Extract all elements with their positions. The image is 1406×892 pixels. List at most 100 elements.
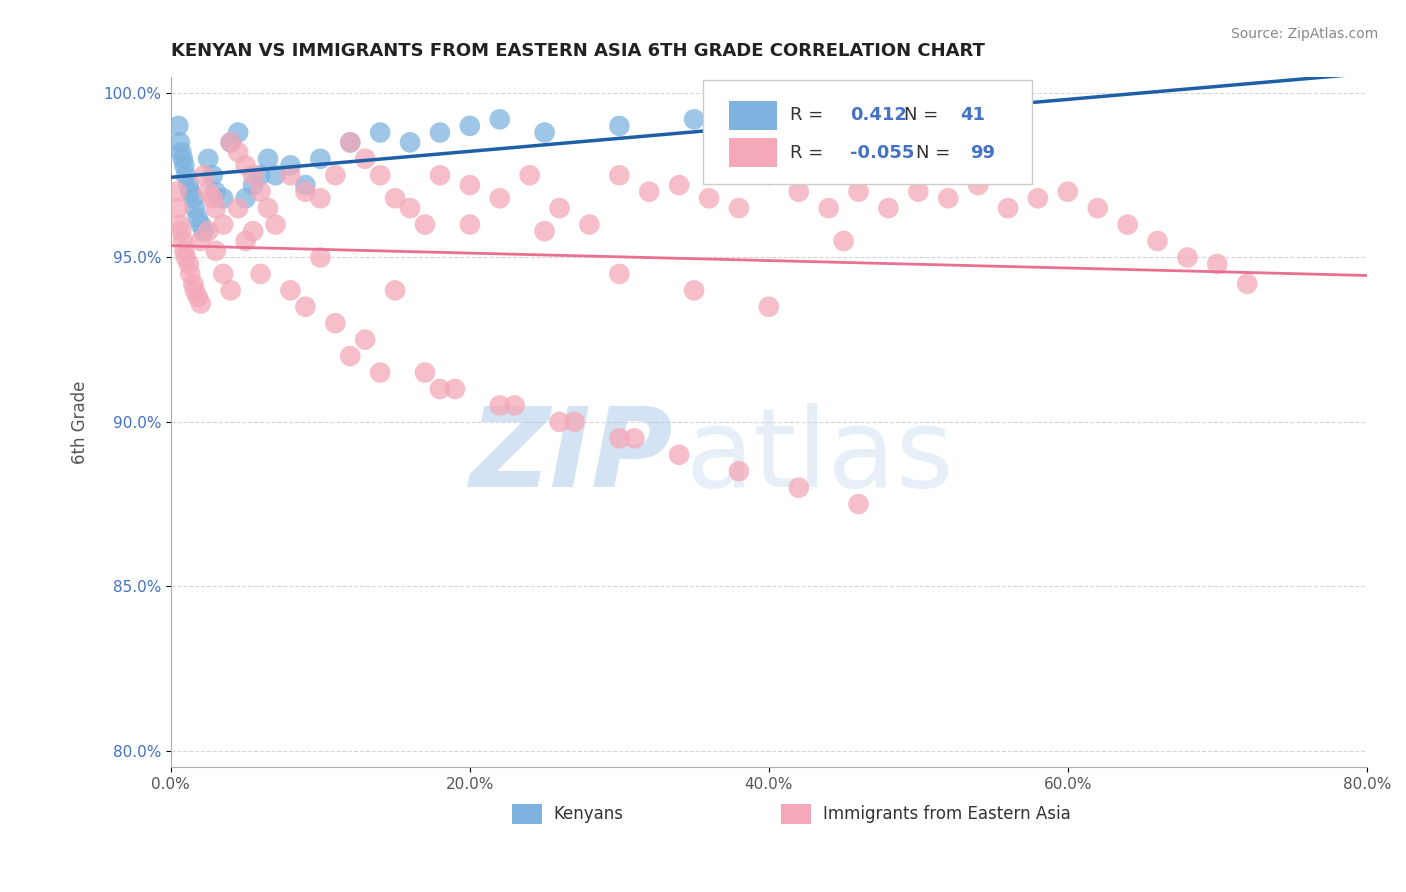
Point (683, 112, 706, 127)
Point (848, 185, 870, 199)
Point (1236, 277, 1258, 291)
Point (219, 283, 242, 297)
Point (249, 185, 271, 199)
Point (174, 168, 197, 182)
Point (488, 399, 510, 413)
Point (166, 185, 188, 199)
Text: R =: R = (790, 144, 830, 161)
Point (607, 168, 630, 182)
Text: 0.412: 0.412 (851, 106, 907, 124)
Point (167, 201, 190, 215)
Point (548, 201, 571, 215)
Text: Source: ZipAtlas.com: Source: ZipAtlas.com (1230, 27, 1378, 41)
Point (697, 191, 720, 205)
Point (212, 267, 235, 281)
Point (235, 191, 257, 205)
Point (170, 224, 193, 238)
Point (997, 201, 1019, 215)
Point (533, 224, 555, 238)
Point (172, 152, 194, 166)
Point (368, 168, 391, 182)
Point (668, 448, 690, 462)
Point (184, 201, 207, 215)
Point (226, 145, 249, 160)
Point (503, 399, 526, 413)
Point (280, 168, 302, 182)
Point (981, 112, 1004, 127)
Point (264, 218, 287, 232)
Point (368, 366, 391, 380)
Point (193, 224, 215, 238)
Point (1087, 201, 1109, 215)
Point (167, 119, 190, 133)
FancyBboxPatch shape (780, 805, 811, 824)
Point (758, 168, 780, 182)
Point (169, 136, 191, 150)
Point (204, 185, 226, 199)
Point (907, 185, 929, 199)
Point (458, 119, 481, 133)
Point (172, 234, 194, 248)
Point (458, 218, 481, 232)
Point (832, 234, 855, 248)
Point (226, 201, 249, 215)
Point (817, 201, 839, 215)
Point (170, 145, 193, 160)
Point (413, 218, 436, 232)
Point (907, 126, 929, 140)
Point (181, 277, 204, 291)
Text: Kenyans: Kenyans (554, 805, 623, 823)
Point (354, 333, 377, 347)
Point (190, 296, 212, 310)
Point (533, 126, 555, 140)
Text: N =: N = (904, 106, 943, 124)
FancyBboxPatch shape (703, 80, 1032, 184)
Y-axis label: 6th Grade: 6th Grade (72, 380, 89, 464)
Point (877, 201, 900, 215)
Point (1026, 191, 1049, 205)
Point (173, 158, 195, 172)
Point (668, 178, 690, 193)
Point (607, 267, 630, 281)
Point (728, 126, 751, 140)
FancyBboxPatch shape (730, 101, 778, 129)
Point (197, 152, 219, 166)
Point (184, 283, 207, 297)
Point (758, 300, 780, 314)
Text: Immigrants from Eastern Asia: Immigrants from Eastern Asia (823, 805, 1070, 823)
Point (201, 191, 224, 205)
FancyBboxPatch shape (512, 805, 541, 824)
Point (1056, 185, 1078, 199)
Point (190, 218, 212, 232)
Point (197, 185, 219, 199)
Point (169, 218, 191, 232)
Point (242, 178, 264, 193)
Point (219, 136, 242, 150)
Point (429, 126, 451, 140)
Point (249, 168, 271, 182)
Point (1177, 251, 1199, 265)
Point (181, 191, 204, 205)
Point (280, 158, 302, 172)
Point (399, 136, 422, 150)
Point (607, 119, 630, 133)
Point (193, 168, 215, 182)
Point (249, 267, 271, 281)
Point (242, 224, 264, 238)
Text: ZIP: ZIP (470, 403, 673, 510)
Text: N =: N = (915, 144, 956, 161)
Point (967, 178, 990, 193)
Point (294, 178, 316, 193)
Point (848, 497, 870, 511)
Point (187, 211, 209, 225)
Point (323, 316, 346, 330)
Point (294, 300, 316, 314)
Text: 99: 99 (970, 144, 995, 161)
Point (1116, 218, 1139, 232)
Point (323, 168, 346, 182)
Point (174, 251, 197, 265)
Point (623, 431, 645, 445)
Point (212, 218, 235, 232)
Point (578, 218, 600, 232)
Point (179, 267, 201, 281)
